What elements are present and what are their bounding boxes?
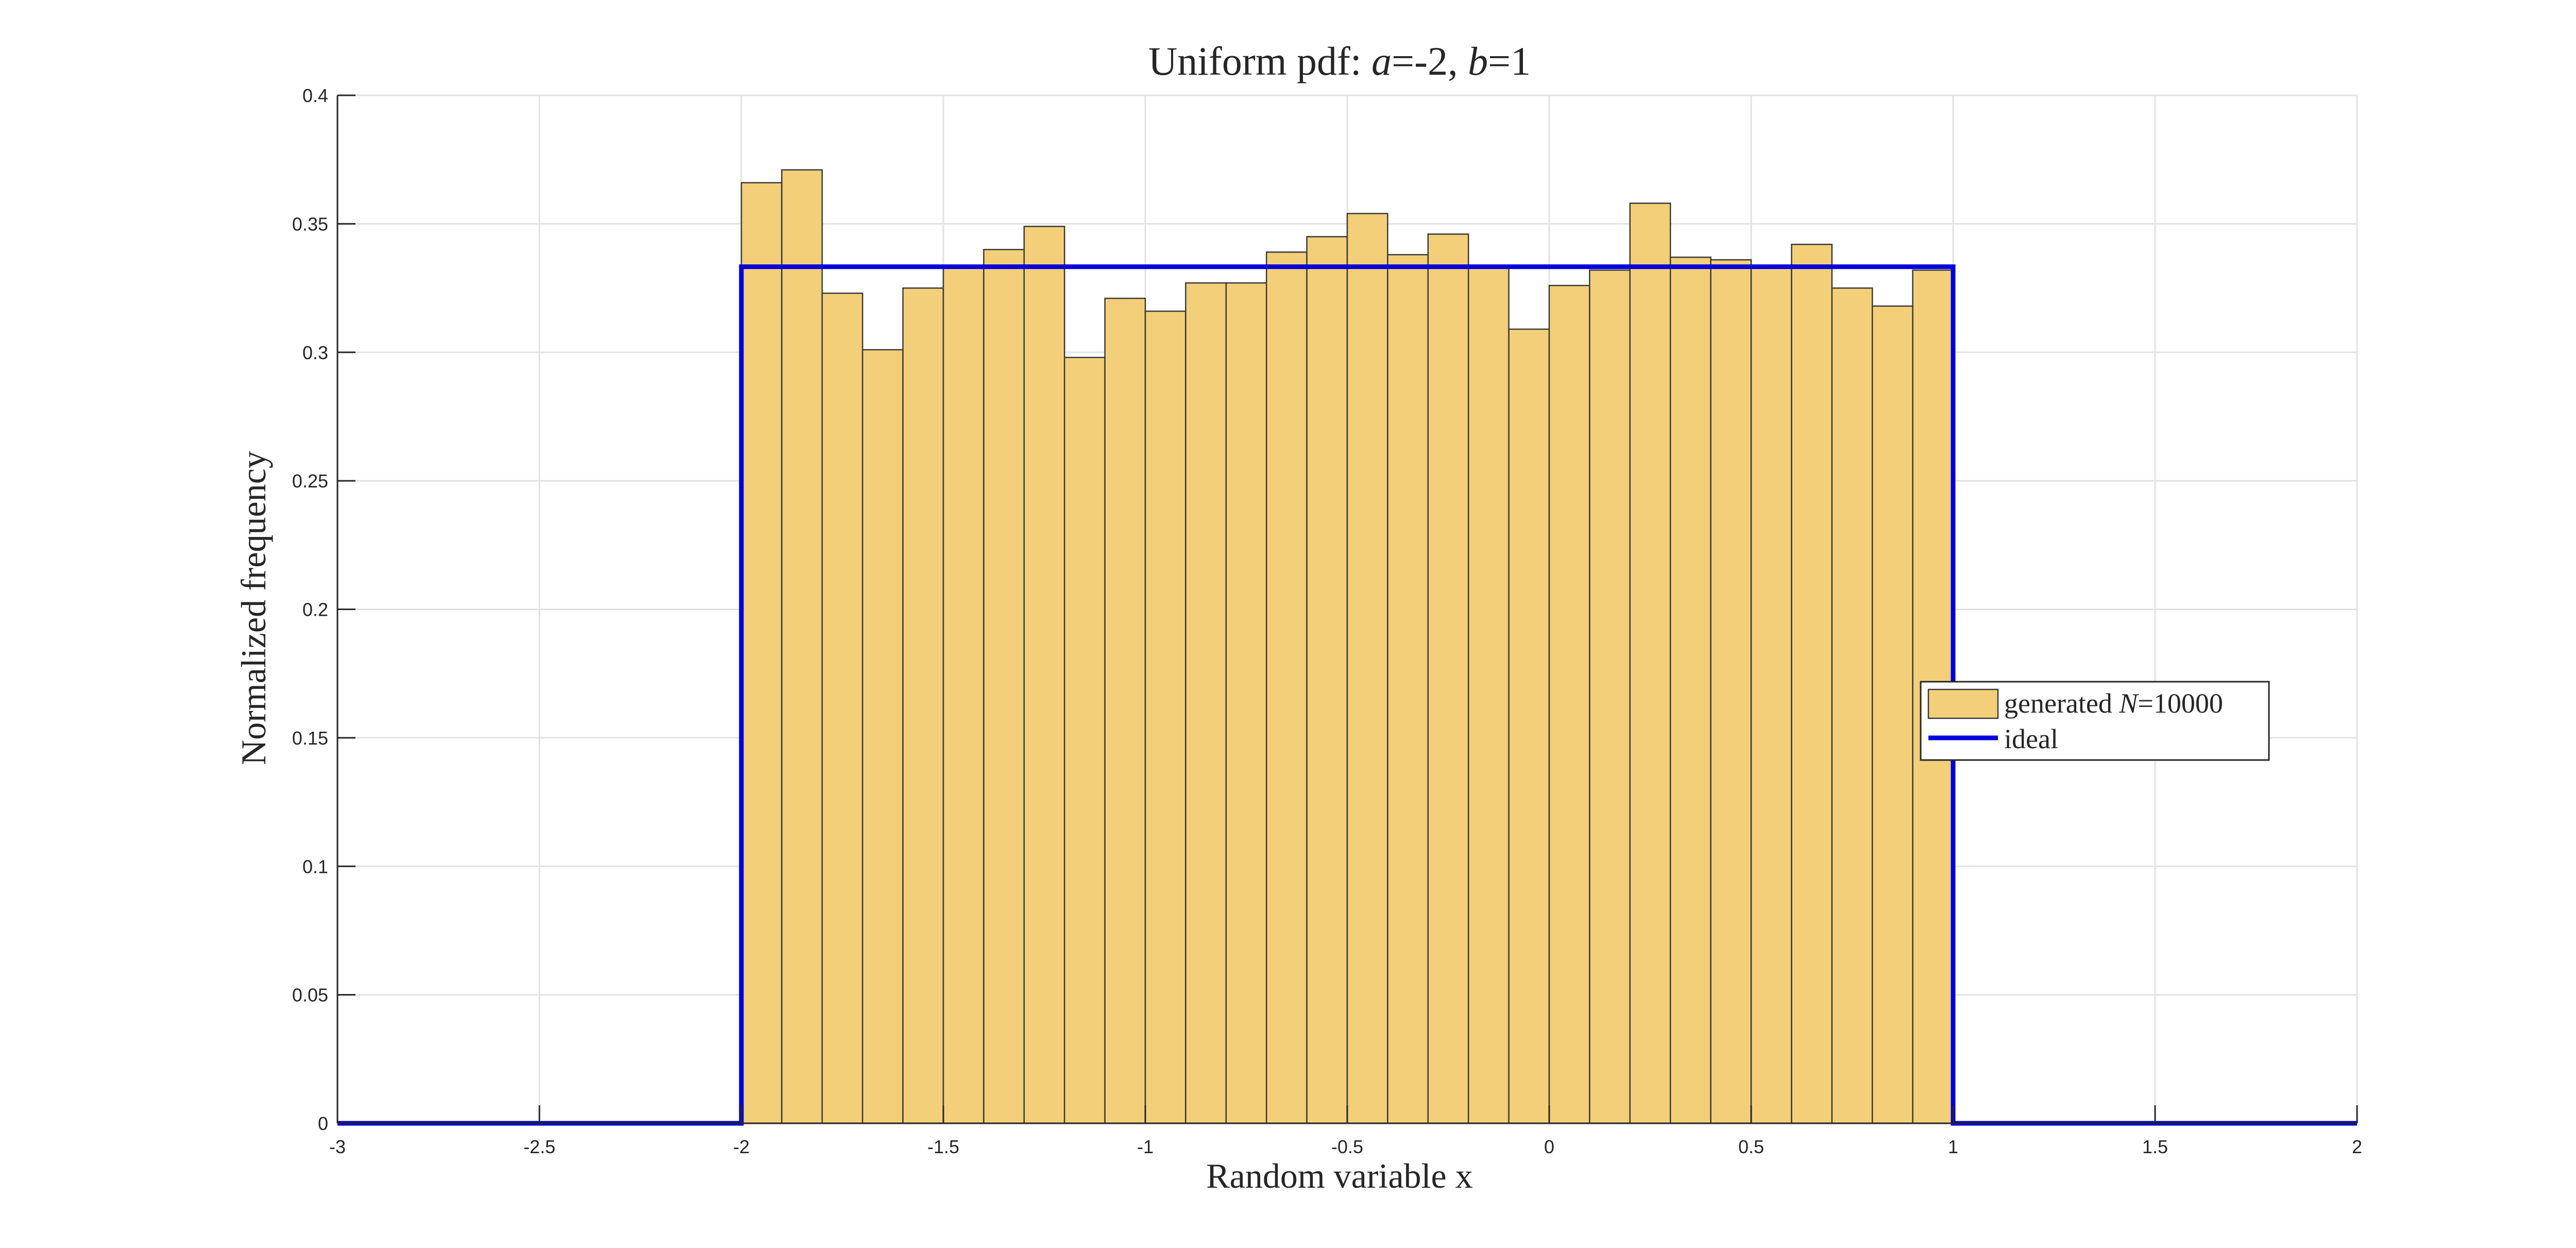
x-tick-label-3: -1.5: [927, 1136, 959, 1157]
histogram-bar-24: [1710, 259, 1752, 1124]
x-tick-label-7: 0.5: [1738, 1136, 1764, 1157]
legend: generated N=10000 ideal: [1920, 681, 2270, 761]
y-tick-label-6: 0.3: [302, 342, 328, 363]
y-tick-label-7: 0.35: [292, 213, 328, 234]
legend-label-generated: generated N=10000: [2004, 688, 2223, 719]
histogram-bar-9: [1104, 297, 1146, 1124]
histogram-bar-2: [821, 292, 863, 1124]
x-tick-label-1: -2.5: [523, 1136, 555, 1157]
x-tick-label-10: 2: [2352, 1136, 2362, 1157]
histogram-bar-6: [983, 249, 1025, 1124]
histogram-bar-17: [1427, 233, 1469, 1124]
x-tick-label-2: -2: [733, 1136, 750, 1157]
histogram-bar-8: [1063, 357, 1106, 1124]
histogram-bar-4: [902, 287, 944, 1124]
y-tick-label-3: 0.15: [292, 728, 328, 749]
x-tick-label-8: 1: [1948, 1136, 1958, 1157]
y-tick-label-0: 0: [318, 1113, 328, 1134]
histogram-bar-19: [1508, 328, 1550, 1124]
histogram-bar-15: [1346, 213, 1388, 1124]
y-tick-label-8: 0.4: [302, 85, 328, 106]
title-variable-a: a: [1371, 39, 1392, 83]
histogram-bar-7: [1023, 226, 1065, 1124]
title-variable-b: b: [1468, 39, 1488, 83]
histogram-bar-26: [1791, 244, 1833, 1124]
histogram-bar-18: [1467, 266, 1510, 1124]
histogram-bar-16: [1387, 254, 1429, 1124]
histogram-bar-3: [861, 349, 904, 1124]
x-axis-label: Random variable x: [1206, 1156, 1472, 1195]
histogram-bar-27: [1831, 287, 1873, 1124]
y-tick-label-5: 0.25: [292, 470, 328, 492]
histogram-bar-22: [1629, 203, 1671, 1124]
x-tick-label-6: 0: [1544, 1136, 1554, 1157]
y-tick-label-1: 0.05: [292, 985, 328, 1006]
histogram-bar-13: [1265, 251, 1308, 1124]
x-tick-label-4: -1: [1137, 1136, 1154, 1157]
tick-labels: -3 -2.5 -2 -1.5 -1 -0.5 0 0.5 1 1.5 2 0 0.05 0.1 0.15 0…: [292, 85, 2362, 1157]
histogram-bar-21: [1589, 269, 1631, 1124]
legend-swatch-generated: [1927, 688, 1999, 719]
x-tick-label-5: -0.5: [1331, 1136, 1363, 1157]
histogram-bar-14: [1306, 236, 1348, 1124]
histogram-bar-25: [1750, 266, 1792, 1124]
histogram-bar-1: [781, 169, 823, 1124]
histogram-bar-23: [1669, 256, 1711, 1124]
y-axis-label: Normalized frequency: [234, 451, 273, 765]
x-tick-label-0: -3: [329, 1136, 346, 1157]
y-tick-label-4: 0.2: [302, 599, 328, 620]
histogram-bar-10: [1144, 310, 1187, 1124]
histogram-bar-0: [740, 182, 783, 1124]
chart-title: Uniform pdf: a=-2, b=1: [1148, 39, 1531, 83]
histogram-bar-11: [1185, 282, 1227, 1124]
y-tick-label-2: 0.1: [302, 856, 328, 877]
histogram-bar-12: [1225, 282, 1267, 1124]
histogram-bars: [740, 169, 1954, 1124]
x-tick-label-9: 1.5: [2142, 1136, 2168, 1157]
legend-label-ideal: ideal: [2004, 723, 2058, 754]
histogram-bar-20: [1548, 284, 1590, 1124]
histogram-bar-5: [942, 266, 985, 1124]
histogram-bar-28: [1871, 305, 1913, 1124]
